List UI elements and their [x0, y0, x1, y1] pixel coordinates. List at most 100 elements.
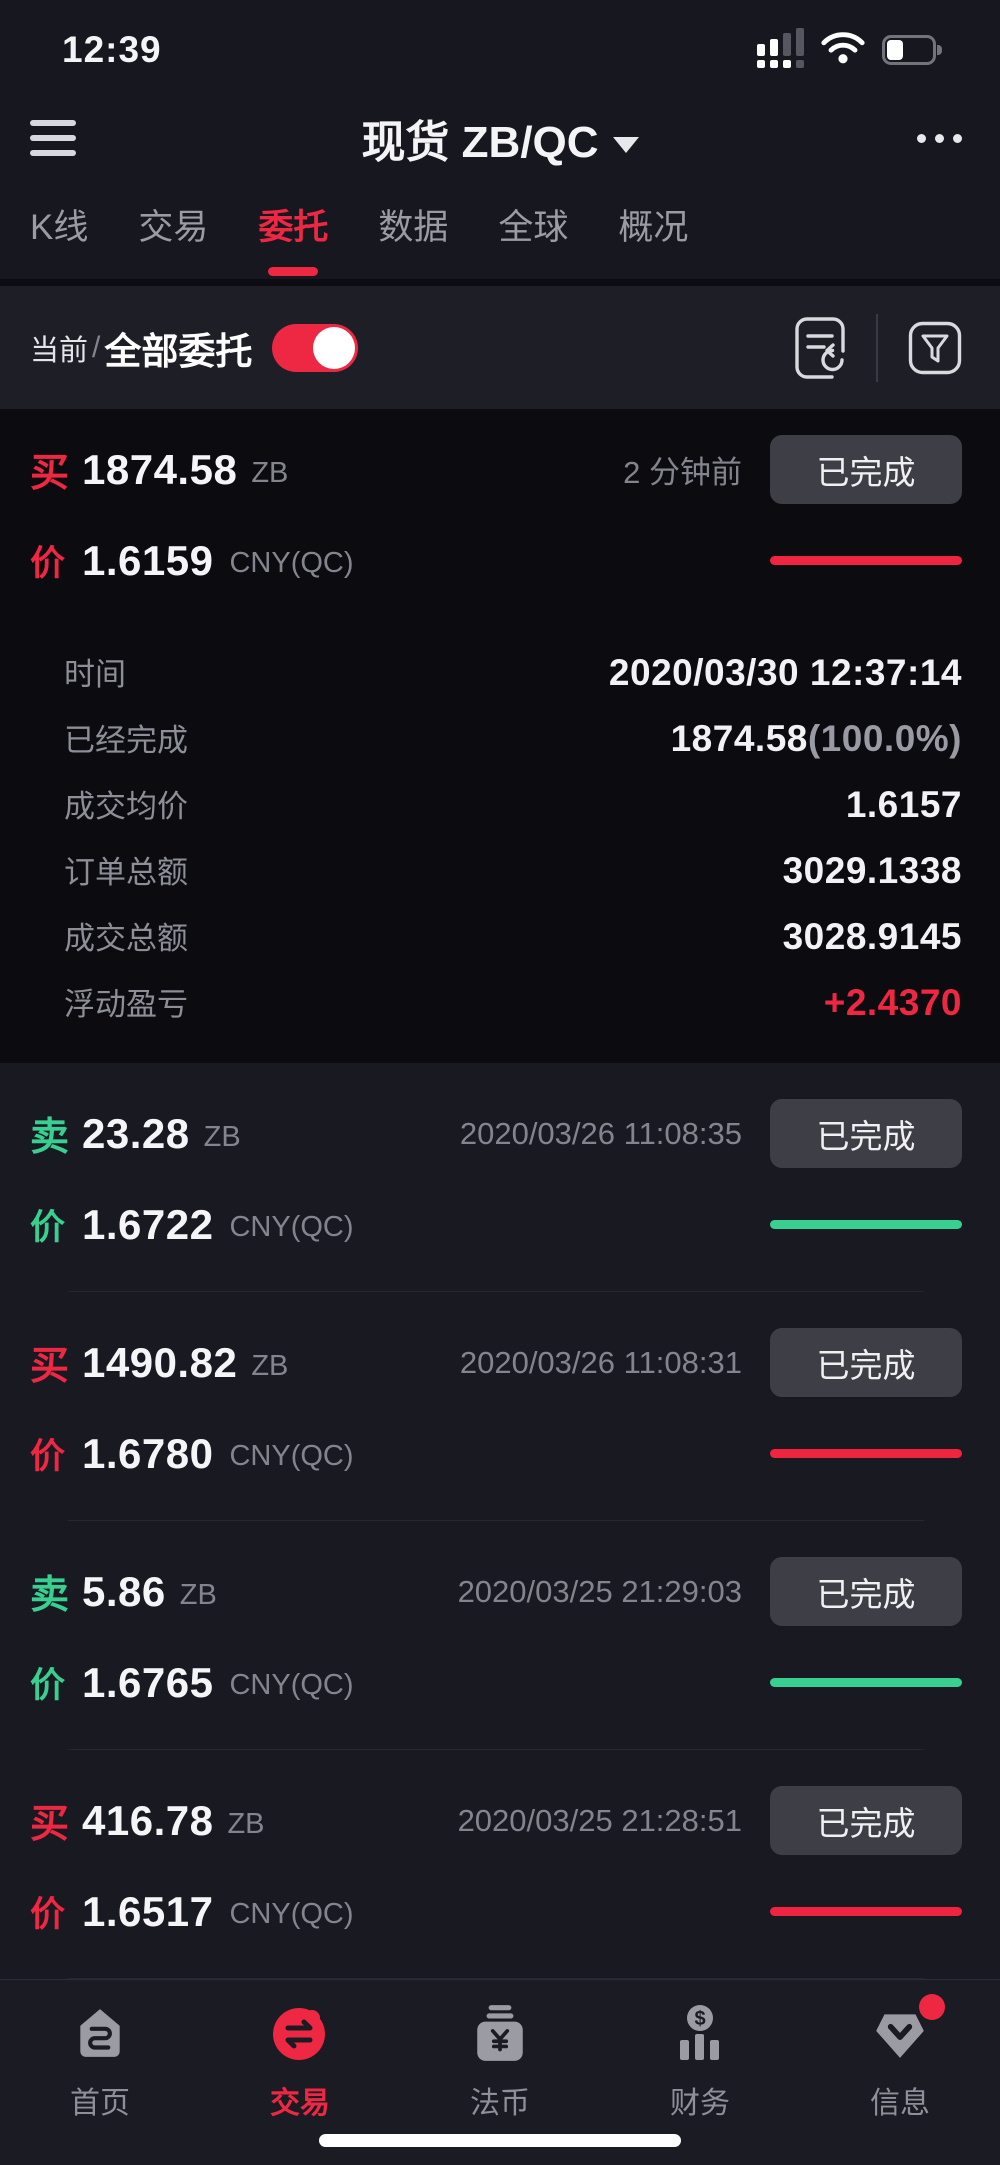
detail-row-filled-total: 成交总额 3028.9145: [64, 915, 962, 957]
menu-icon[interactable]: [30, 120, 76, 157]
order-price: 1.6780: [82, 1429, 214, 1477]
order-time: 2020/03/26 11:08:35: [459, 1115, 742, 1151]
wifi-icon: [820, 31, 866, 70]
detail-row-time: 时间 2020/03/30 12:37:14: [64, 651, 962, 693]
tab-trade[interactable]: 交易: [138, 207, 209, 247]
price-label: 价: [30, 1666, 66, 1706]
more-options-icon[interactable]: [917, 124, 962, 153]
chevron-down-icon: [612, 137, 639, 154]
tab-fiat[interactable]: 法币: [400, 2002, 600, 2165]
order-row[interactable]: 卖 23.28 ZB 2020/03/26 11:08:35 已完成 价 1.6…: [0, 1063, 1000, 1292]
tab-trade-bottom[interactable]: 交易: [200, 2002, 400, 2165]
order-side: 买: [30, 1344, 70, 1388]
status-badge[interactable]: 已完成: [770, 1786, 962, 1856]
fill-progress-bar: [770, 1449, 962, 1459]
current-orders-label: 当前: [30, 334, 89, 367]
fill-progress-bar: [770, 556, 962, 566]
section-divider: [0, 279, 1000, 287]
order-currency: CNY(QC): [229, 1211, 354, 1244]
order-currency: CNY(QC): [229, 1440, 354, 1473]
status-icons: [757, 28, 942, 70]
home-indicator[interactable]: [319, 2134, 681, 2147]
order-time: 2020/03/26 11:08:31: [459, 1344, 742, 1380]
status-badge[interactable]: 已完成: [770, 1557, 962, 1627]
order-price: 1.6159: [82, 536, 214, 584]
order-row[interactable]: 卖 5.86 ZB 2020/03/25 21:29:03 已完成 价 1.67…: [0, 1521, 1000, 1750]
order-amount: 416.78: [82, 1796, 214, 1844]
order-amount: 1490.82: [82, 1338, 238, 1386]
order-unit: ZB: [227, 1808, 265, 1841]
bottom-tab-bar: 首页 交易: [0, 1978, 1000, 2165]
order-currency: CNY(QC): [229, 547, 354, 580]
order-amount: 23.28: [82, 1109, 190, 1157]
status-badge[interactable]: 已完成: [770, 435, 962, 505]
tab-data[interactable]: 数据: [378, 207, 449, 247]
tab-orders[interactable]: 委托: [258, 193, 328, 276]
order-amount: 5.86: [82, 1567, 166, 1615]
order-price: 1.6765: [82, 1658, 214, 1706]
status-badge[interactable]: 已完成: [770, 1099, 962, 1169]
tab-label: 财务: [670, 2086, 730, 2120]
tab-finance[interactable]: $ 财务: [600, 2002, 800, 2165]
row-divider: [68, 1519, 924, 1521]
order-details: 时间 2020/03/30 12:37:14 已经完成 1874.58(100.…: [0, 649, 1000, 1023]
order-unit: ZB: [251, 1350, 289, 1383]
trade-icon: [270, 2002, 330, 2064]
orders-list: 卖 23.28 ZB 2020/03/26 11:08:35 已完成 价 1.6…: [0, 1062, 1000, 1979]
tab-label: 信息: [870, 2086, 930, 2120]
order-history-button[interactable]: [794, 316, 846, 380]
status-badge[interactable]: 已完成: [770, 1328, 962, 1398]
order-row[interactable]: 买 1490.82 ZB 2020/03/26 11:08:31 已完成 价 1…: [0, 1292, 1000, 1521]
page-title: 现货 ZB/QC: [361, 118, 599, 168]
order-side: 买: [30, 451, 70, 495]
detail-row-order-total: 订单总额 3029.1338: [64, 849, 962, 891]
fill-progress-bar: [770, 1220, 962, 1230]
info-icon: [871, 1993, 945, 2064]
price-label: 价: [30, 1895, 66, 1935]
order-unit: ZB: [203, 1121, 241, 1154]
fill-progress-bar: [770, 1907, 962, 1917]
pair-selector[interactable]: 现货 ZB/QC: [0, 106, 1000, 170]
market-tabs: K线 交易 委托 数据 全球 概况: [0, 190, 1000, 280]
orders-filter-bar: 当前 / 全部委托: [0, 286, 1000, 409]
all-orders-toggle[interactable]: [272, 323, 359, 372]
row-divider: [68, 1977, 924, 1979]
finance-icon: $: [672, 2002, 728, 2064]
status-bar: 12:39: [0, 0, 1000, 87]
order-currency: CNY(QC): [229, 1898, 354, 1931]
vertical-divider: [876, 313, 878, 382]
order-price: 1.6722: [82, 1200, 214, 1248]
order-unit: ZB: [179, 1579, 217, 1612]
order-side: 卖: [30, 1573, 70, 1617]
clock: 12:39: [62, 29, 162, 71]
order-time: 2020/03/25 21:29:03: [457, 1573, 742, 1609]
order-time: 2 分钟前: [623, 455, 742, 491]
price-label: 价: [30, 1437, 66, 1477]
order-card-expanded[interactable]: 买 1874.58 ZB 2 分钟前 已完成 价 1.6159 CNY(QC) …: [0, 408, 1000, 1063]
filter-separator: /: [92, 330, 101, 364]
tab-global[interactable]: 全球: [498, 207, 569, 247]
price-label: 价: [30, 544, 66, 584]
filter-button[interactable]: [908, 321, 962, 375]
order-currency: CNY(QC): [229, 1669, 354, 1702]
detail-row-filled: 已经完成 1874.58(100.0%): [64, 717, 962, 759]
cellular-signal-icon: [757, 28, 804, 70]
row-divider: [68, 1748, 924, 1750]
order-time: 2020/03/25 21:28:51: [457, 1802, 742, 1838]
detail-row-pnl: 浮动盈亏 +2.4370: [64, 981, 962, 1023]
order-row[interactable]: 买 416.78 ZB 2020/03/25 21:28:51 已完成 价 1.…: [0, 1750, 1000, 1979]
tab-overview[interactable]: 概况: [618, 207, 689, 247]
tab-label: 首页: [70, 2086, 130, 2120]
tab-info[interactable]: 信息: [800, 1993, 1000, 2165]
fill-progress-bar: [770, 1678, 962, 1688]
order-side: 买: [30, 1802, 70, 1846]
fiat-icon: [475, 2002, 525, 2064]
tab-label: 交易: [270, 2086, 330, 2120]
tab-kline[interactable]: K线: [30, 207, 89, 247]
order-history-icon: [795, 316, 845, 379]
tab-home[interactable]: 首页: [0, 2002, 200, 2165]
order-unit: ZB: [251, 457, 289, 490]
battery-icon: [882, 35, 942, 66]
home-icon: [71, 2002, 129, 2064]
